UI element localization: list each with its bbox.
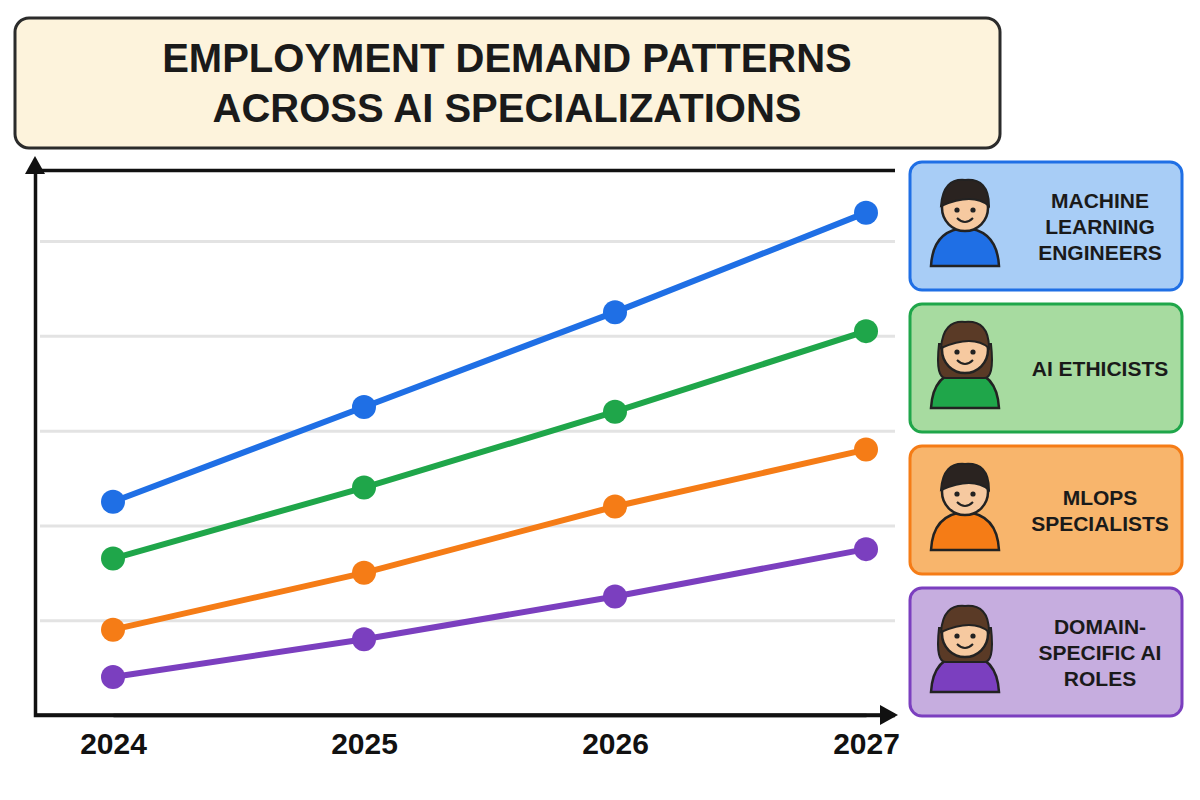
legend-label: MLOPS SPECIALISTS [1031, 486, 1169, 535]
y-tick [40, 431, 895, 432]
series-line [113, 331, 866, 558]
grid-line [40, 430, 895, 433]
text-line: LEARNING [1045, 215, 1155, 238]
avatar-eye [970, 207, 975, 212]
background [0, 0, 1200, 800]
grid-line [40, 240, 895, 243]
point-marker [854, 537, 878, 561]
point-marker [352, 627, 376, 651]
x-axis-line [35, 713, 885, 717]
legend-label: MACHINE LEARNING ENGINEERS [1038, 189, 1162, 264]
grid-line [40, 335, 895, 338]
x-tick: 2024 [80, 715, 147, 760]
y-tick [40, 525, 895, 526]
avatar-eye [954, 491, 959, 496]
series [101, 438, 878, 642]
chart-title: EMPLOYMENT DEMAND PATTERNS ACROSS AI SPEC… [162, 36, 852, 130]
avatar-smile [957, 644, 973, 648]
x-axis-arrow [880, 705, 898, 725]
avatar-hair [941, 180, 989, 206]
legend-item: AI ETHICISTS [910, 304, 1182, 432]
text-line: SPECIFIC AI [1039, 641, 1162, 664]
legend-item: DOMAIN- SPECIFIC AI ROLES [910, 588, 1182, 716]
grid-line [40, 524, 895, 527]
legend-box [910, 304, 1182, 432]
legend-box [910, 588, 1182, 716]
text-line: EMPLOYMENT DEMAND PATTERNS [162, 36, 852, 80]
x-tick: 2027 [833, 715, 900, 760]
legend-label: AI ETHICISTS [1032, 357, 1169, 380]
text-line: ROLES [1064, 667, 1136, 690]
text-line: ACROSS AI SPECIALIZATIONS [213, 86, 802, 130]
point-marker [101, 547, 125, 571]
avatar [931, 606, 999, 692]
avatar-hair [941, 606, 989, 632]
x-tick: 2025 [331, 715, 398, 760]
point-marker [603, 585, 627, 609]
x-tick-label: 2025 [331, 727, 398, 760]
point-marker [854, 319, 878, 343]
legend-label: DOMAIN- SPECIFIC AI ROLES [1039, 615, 1162, 690]
x-tick-label: 2024 [80, 727, 147, 760]
avatar-smile [957, 360, 973, 364]
title-box: EMPLOYMENT DEMAND PATTERNS ACROSS AI SPEC… [15, 18, 1000, 148]
legend-box [910, 446, 1182, 574]
point-marker [603, 300, 627, 324]
avatar-eye [954, 633, 959, 638]
avatar [931, 322, 999, 408]
x-axis: 2024 2025 2026 2027 [80, 715, 900, 760]
x-tick-label: 2027 [833, 727, 900, 760]
point-marker [854, 201, 878, 225]
chart: EMPLOYMENT DEMAND PATTERNS ACROSS AI SPEC… [0, 0, 1200, 800]
avatar-smile [957, 502, 973, 506]
avatar-hair [941, 322, 989, 348]
series-line [113, 213, 866, 502]
y-axis-line [36, 171, 896, 716]
avatar-body [931, 512, 999, 550]
avatar-hair [941, 464, 989, 490]
avatar-body [931, 228, 999, 266]
point-marker [603, 494, 627, 518]
avatar-smile [957, 218, 973, 222]
plot-area [101, 201, 878, 689]
series-line [113, 549, 866, 677]
text-line: ENGINEERS [1038, 241, 1162, 264]
legend-item: MACHINE LEARNING ENGINEERS [910, 162, 1182, 290]
y-axis-arrow [25, 156, 45, 174]
text-line: MLOPS [1063, 486, 1138, 509]
avatar [931, 464, 999, 550]
text-line: SPECIALISTS [1031, 512, 1169, 535]
series [101, 319, 878, 570]
text-line: AI ETHICISTS [1032, 357, 1169, 380]
avatar [931, 180, 999, 266]
avatar-eye [970, 349, 975, 354]
avatar-eye [970, 633, 975, 638]
avatar-eye [954, 349, 959, 354]
x-axis-domain [114, 714, 867, 718]
point-marker [854, 438, 878, 462]
title-background [15, 18, 1000, 148]
series-line [113, 450, 866, 630]
legend-box [910, 162, 1182, 290]
point-marker [352, 561, 376, 585]
point-marker [603, 400, 627, 424]
text-line: DOMAIN- [1054, 615, 1146, 638]
point-marker [101, 665, 125, 689]
avatar-eye [970, 491, 975, 496]
y-axis [36, 171, 896, 716]
series [101, 537, 878, 689]
text-line: MACHINE [1051, 189, 1149, 212]
point-marker [101, 618, 125, 642]
series [101, 201, 878, 514]
avatar-eye [954, 207, 959, 212]
y-tick [40, 241, 895, 242]
y-tick [40, 336, 895, 337]
point-marker [352, 395, 376, 419]
x-tick: 2026 [582, 715, 649, 760]
legend-item: MLOPS SPECIALISTS [910, 446, 1182, 574]
point-marker [101, 490, 125, 514]
legend: MACHINE LEARNING ENGINEERS AI ETHICISTS MLOP… [910, 162, 1182, 716]
x-tick-label: 2026 [582, 727, 649, 760]
point-marker [352, 476, 376, 500]
